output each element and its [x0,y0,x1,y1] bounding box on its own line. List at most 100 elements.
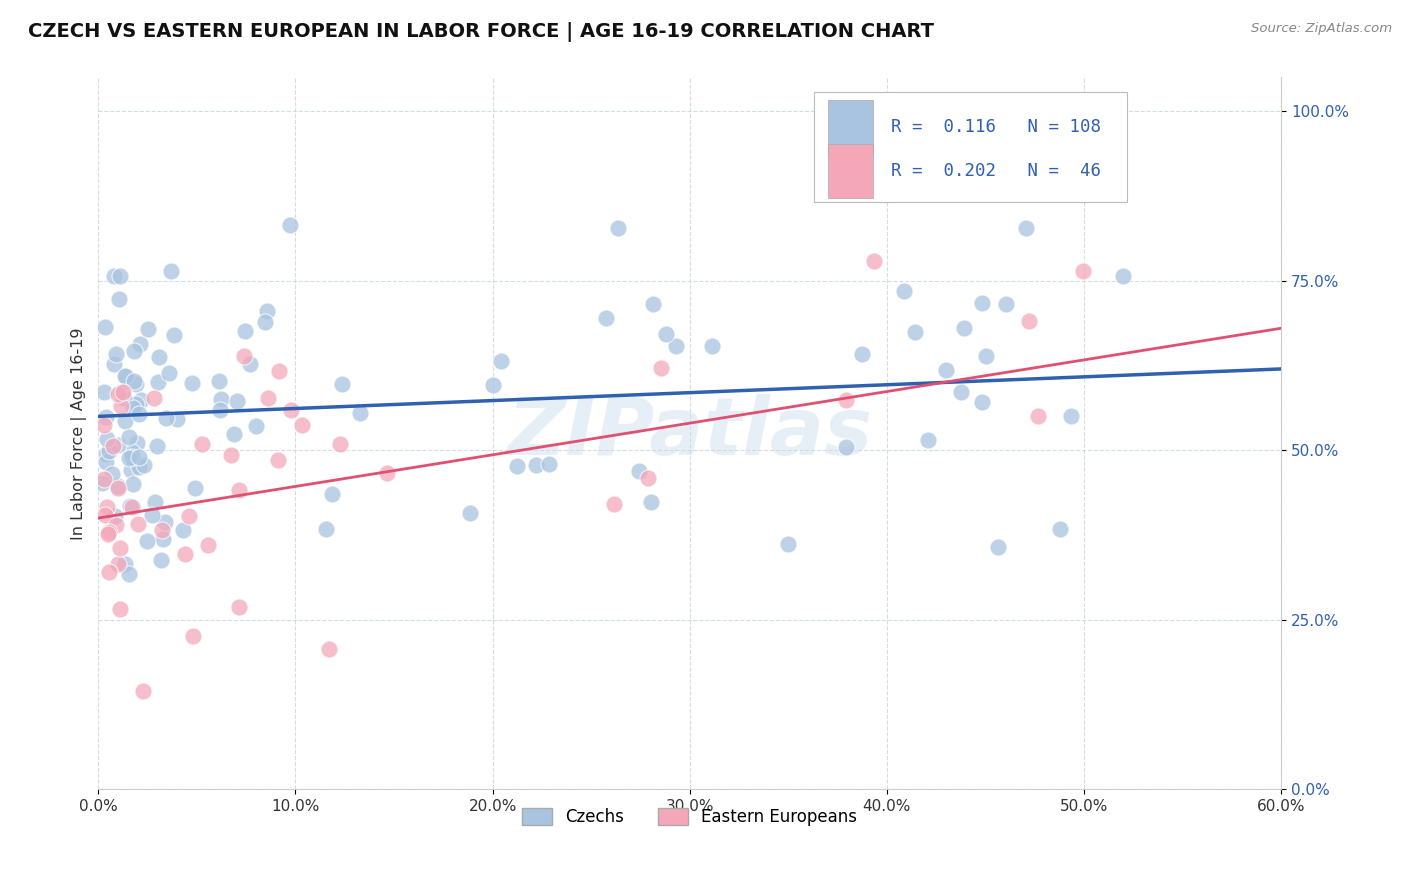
Point [98,443,121,458]
Point [1071,264,1094,278]
Point [121,401,143,415]
Point [114,415,136,429]
Point [315,522,337,536]
Point [239,357,262,371]
Point [489,354,512,368]
Point [219,448,242,462]
Point [94,455,117,469]
Point [209,392,232,406]
Text: ZIPatlas: ZIPatlas [508,394,872,473]
Point [110,268,132,283]
Point [121,500,143,514]
Point [93,384,115,399]
Point [122,375,145,389]
Point [970,295,993,310]
Point [96,500,118,515]
FancyBboxPatch shape [814,92,1128,202]
Point [103,357,125,371]
Point [132,684,155,698]
Point [505,458,527,473]
Point [141,508,163,523]
Point [835,440,858,454]
Point [124,397,146,411]
Point [103,439,125,453]
Point [280,403,302,417]
Point [114,558,136,572]
Point [987,541,1010,555]
Point [107,481,129,495]
Point [862,254,884,268]
Point [94,320,117,334]
Point [125,435,148,450]
Point [1060,409,1083,424]
Point [108,293,131,307]
Point [104,509,127,524]
Point [851,347,873,361]
Point [595,311,617,326]
Text: CZECH VS EASTERN EUROPEAN IN LABOR FORCE | AGE 16-19 CORRELATION CHART: CZECH VS EASTERN EUROPEAN IN LABOR FORCE… [28,22,934,42]
Point [163,327,186,342]
Point [935,363,957,377]
Point [101,467,124,481]
Point [107,479,129,493]
Point [159,264,181,278]
Point [148,350,170,364]
Point [778,537,800,551]
Point [135,534,157,549]
Text: R =  0.116   N = 108: R = 0.116 N = 108 [891,118,1101,136]
Bar [828,145,873,198]
Point [197,538,219,552]
Point [146,439,169,453]
Point [115,368,138,383]
Point [112,392,135,406]
Point [330,377,353,392]
Point [267,364,290,378]
Point [893,285,915,299]
Point [150,553,173,567]
Point [321,487,343,501]
Point [136,321,159,335]
Point [602,497,624,511]
Point [166,412,188,426]
Point [143,391,166,405]
Point [949,385,972,400]
Point [104,347,127,361]
Y-axis label: In Labor Force | Age 16-19: In Labor Force | Age 16-19 [72,327,87,540]
Point [128,460,150,475]
Point [1111,269,1133,284]
Point [1015,220,1038,235]
Text: Source: ZipAtlas.com: Source: ZipAtlas.com [1251,22,1392,36]
Point [118,500,141,514]
Point [121,445,143,459]
Point [91,476,114,491]
Text: R =  0.202   N =  46: R = 0.202 N = 46 [891,162,1101,180]
Point [232,349,254,363]
Point [107,438,129,452]
Point [122,476,145,491]
Point [1018,314,1040,328]
Point [110,399,132,413]
Point [208,374,231,388]
Point [1026,409,1049,424]
Point [318,641,340,656]
Point [131,392,153,407]
Point [184,481,207,495]
Point [228,599,250,614]
Point [524,458,547,472]
Point [643,296,665,310]
Point [124,344,146,359]
Bar [828,100,873,153]
Point [108,602,131,616]
Point [118,451,141,466]
Point [172,524,194,538]
Point [291,417,314,432]
Point [209,402,232,417]
Point [181,629,204,643]
Point [94,447,117,461]
Point [96,432,118,446]
Point [148,375,170,389]
Point [835,392,858,407]
Point [134,458,156,472]
Point [329,436,352,450]
Point [226,394,249,409]
